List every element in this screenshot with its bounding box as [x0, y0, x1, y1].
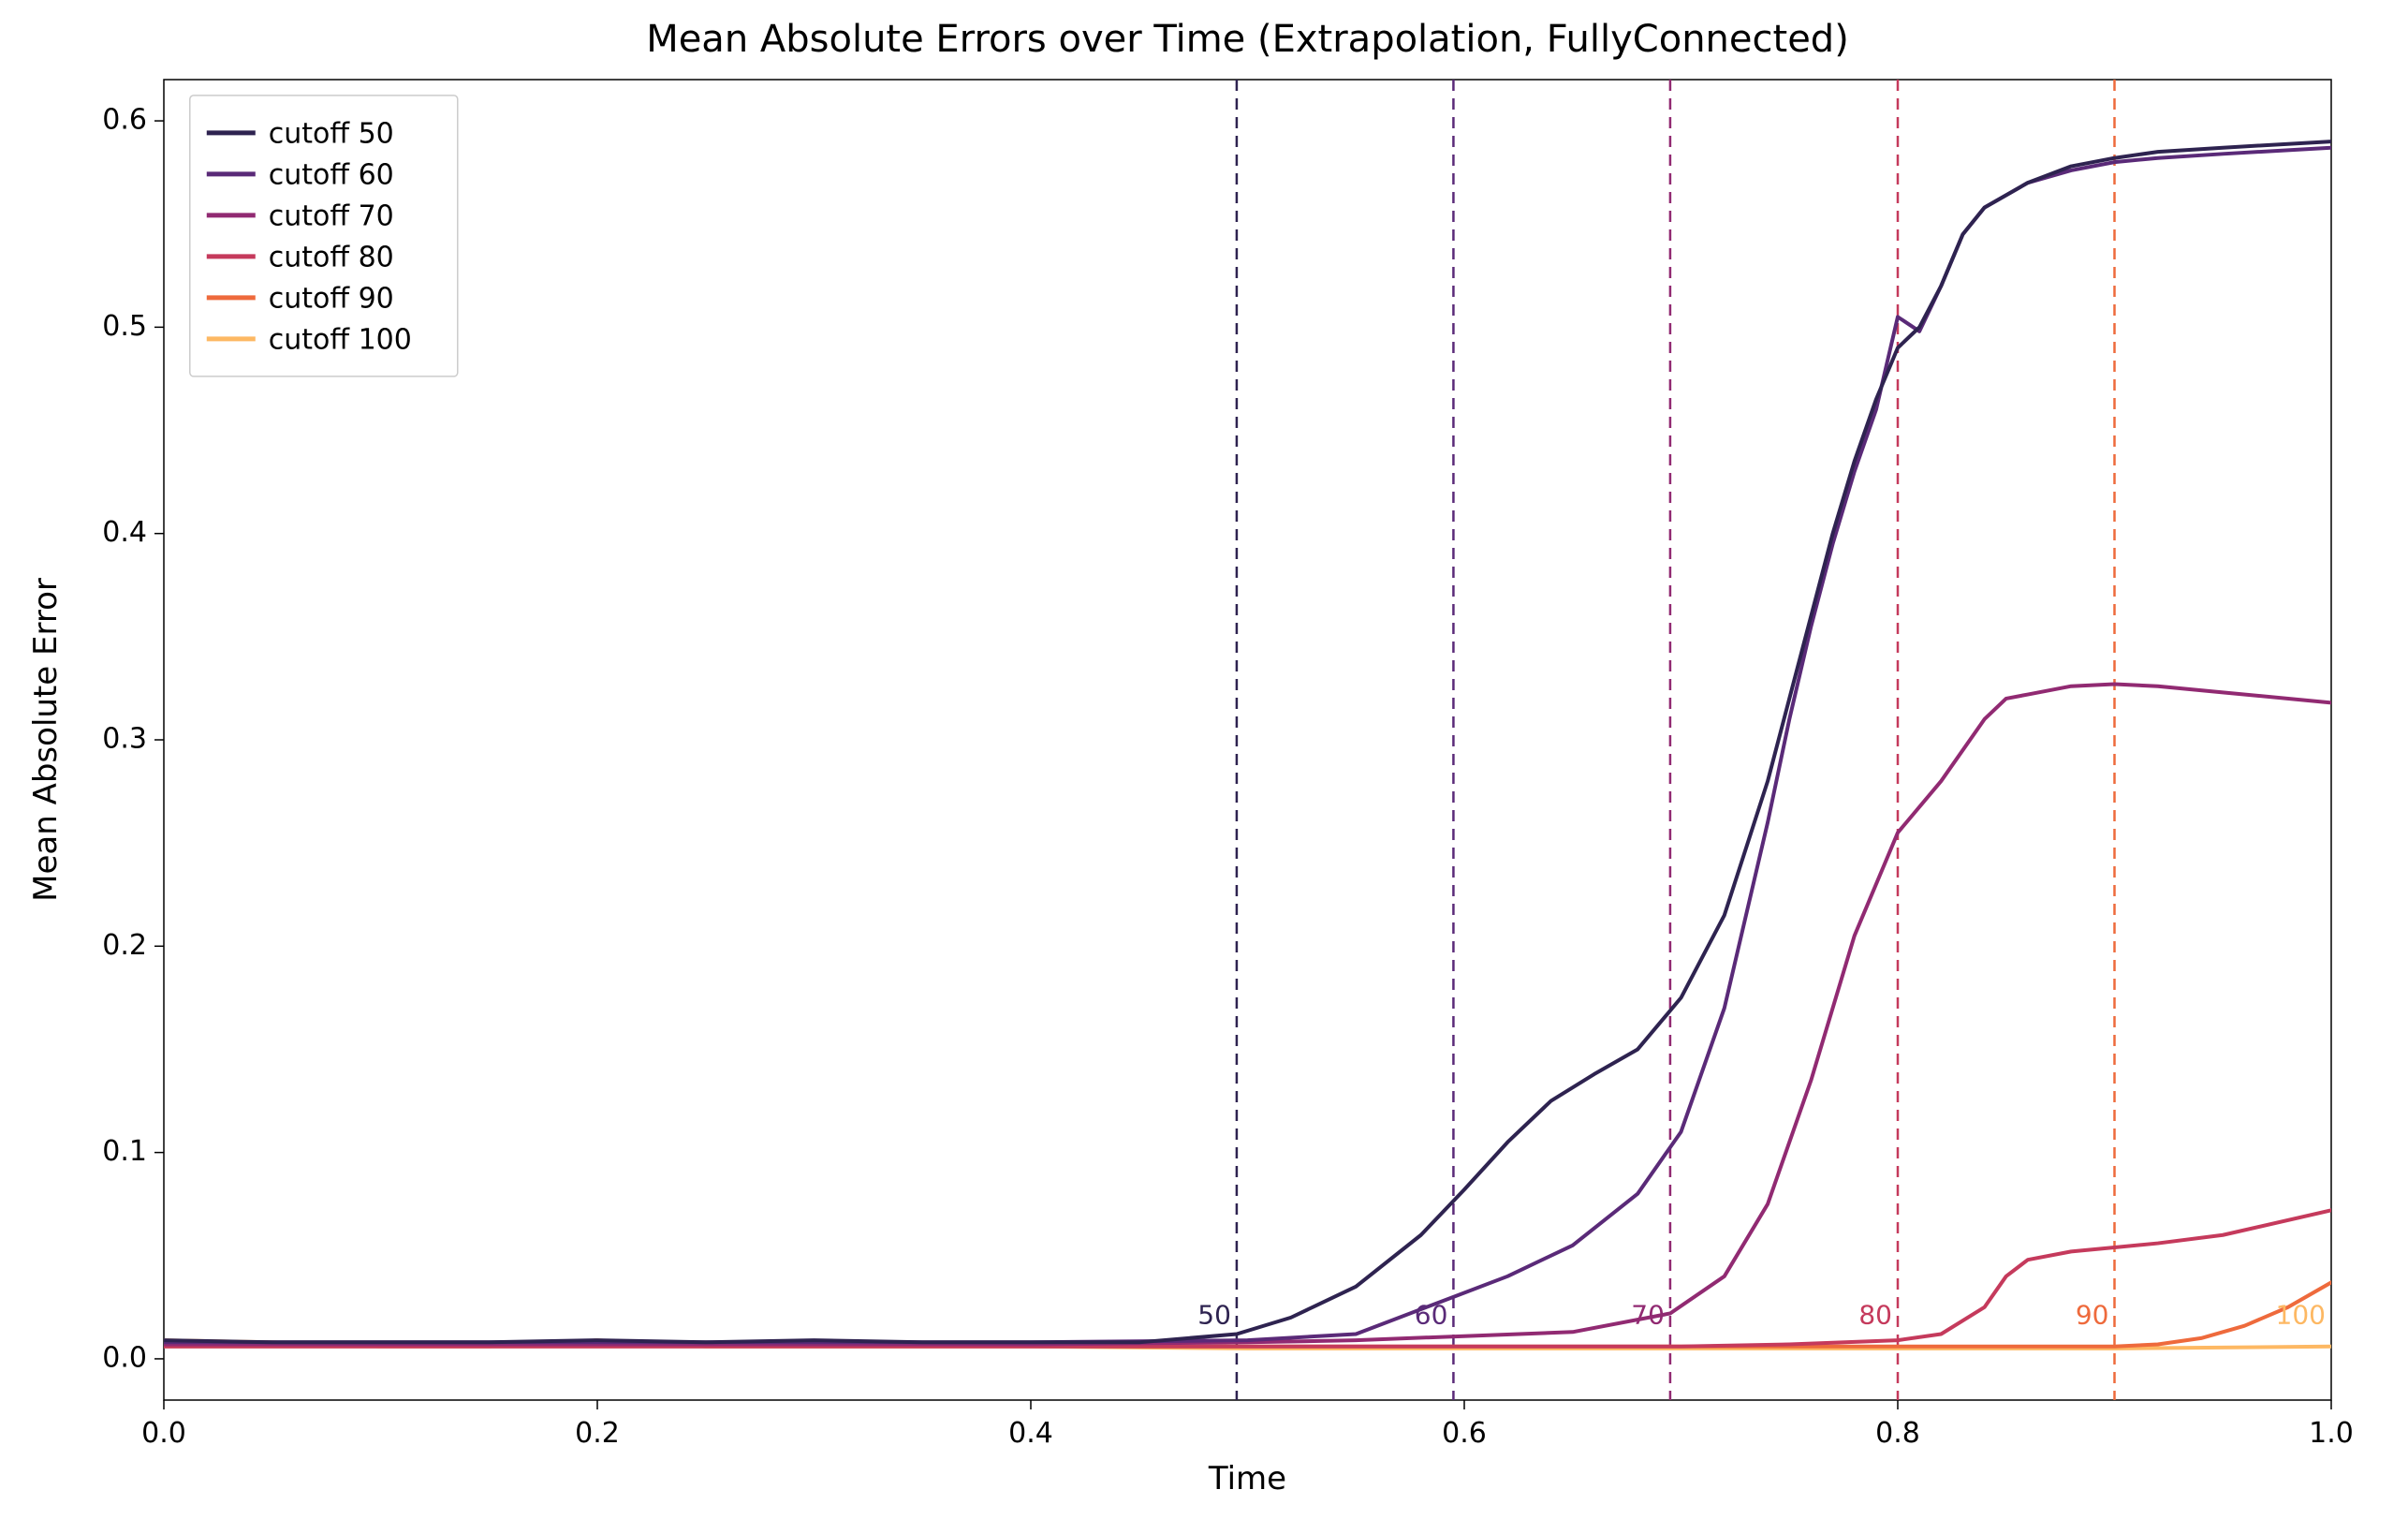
legend-label: cutoff 60 — [269, 158, 394, 191]
xtick-label: 0.8 — [1875, 1417, 1920, 1450]
chart-title: Mean Absolute Errors over Time (Extrapol… — [646, 18, 1849, 61]
xtick-label: 0.6 — [1442, 1417, 1487, 1450]
xtick-label: 0.0 — [141, 1417, 186, 1450]
ytick-label: 0.3 — [102, 723, 147, 756]
xtick-label: 1.0 — [2309, 1417, 2354, 1450]
cutoff-label: 80 — [1858, 1299, 1892, 1330]
xtick-label: 0.4 — [1008, 1417, 1053, 1450]
y-axis-title: Mean Absolute Error — [27, 578, 65, 902]
ytick-label: 0.4 — [102, 516, 147, 549]
cutoff-label: 100 — [2276, 1299, 2326, 1330]
xtick-label: 0.2 — [575, 1417, 620, 1450]
ytick-label: 0.2 — [102, 929, 147, 962]
legend-label: cutoff 80 — [269, 241, 394, 273]
legend-label: cutoff 100 — [269, 323, 412, 356]
legend-label: cutoff 70 — [269, 199, 394, 232]
ytick-label: 0.6 — [102, 104, 147, 137]
legend-label: cutoff 90 — [269, 282, 394, 315]
ytick-label: 0.0 — [102, 1341, 147, 1374]
ytick-label: 0.5 — [102, 310, 147, 343]
x-axis-title: Time — [1208, 1460, 1286, 1497]
chart-svg: 0.0 0.2 0.4 0.6 0.8 1.0 0.0 0.1 0.2 0.3 0.4 0.5 0.6 T… — [0, 0, 2408, 1534]
legend-label: cutoff 50 — [269, 117, 394, 150]
cutoff-label: 70 — [1631, 1299, 1665, 1330]
cutoff-label: 60 — [1415, 1299, 1448, 1330]
cutoff-label: 50 — [1197, 1299, 1231, 1330]
cutoff-label: 90 — [2076, 1299, 2109, 1330]
ytick-label: 0.1 — [102, 1135, 147, 1168]
chart-container: 0.0 0.2 0.4 0.6 0.8 1.0 0.0 0.1 0.2 0.3 0.4 0.5 0.6 T… — [0, 0, 2408, 1534]
